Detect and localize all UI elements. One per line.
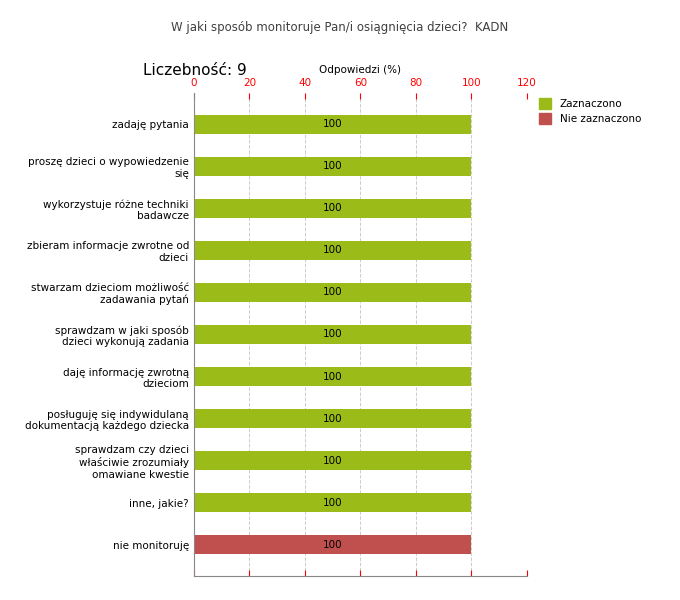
Bar <box>194 157 471 176</box>
Text: 100: 100 <box>323 161 343 172</box>
Bar <box>194 409 471 428</box>
Text: 100: 100 <box>323 371 343 382</box>
X-axis label: Odpowiedzi (%): Odpowiedzi (%) <box>320 65 401 74</box>
Legend: Zaznaczono, Nie zaznaczono: Zaznaczono, Nie zaznaczono <box>539 98 641 124</box>
Text: 100: 100 <box>323 455 343 466</box>
Text: 100: 100 <box>323 539 343 550</box>
Bar <box>194 367 471 386</box>
Bar <box>194 199 471 218</box>
Text: W jaki sposób monitoruje Pan/i osiągnięcia dzieci?  KADN: W jaki sposób monitoruje Pan/i osiągnięc… <box>171 21 509 34</box>
Text: 100: 100 <box>323 497 343 508</box>
Bar <box>194 451 471 470</box>
Text: 100: 100 <box>323 203 343 214</box>
Text: Liczebność: 9: Liczebność: 9 <box>143 63 247 78</box>
Bar <box>194 115 471 134</box>
Bar <box>194 493 471 512</box>
Text: 100: 100 <box>323 245 343 256</box>
Bar <box>194 535 471 554</box>
Text: 100: 100 <box>323 119 343 130</box>
Text: 100: 100 <box>323 413 343 424</box>
Bar <box>194 325 471 344</box>
Text: 100: 100 <box>323 329 343 340</box>
Bar <box>194 283 471 302</box>
Text: 100: 100 <box>323 287 343 298</box>
Bar <box>194 241 471 260</box>
